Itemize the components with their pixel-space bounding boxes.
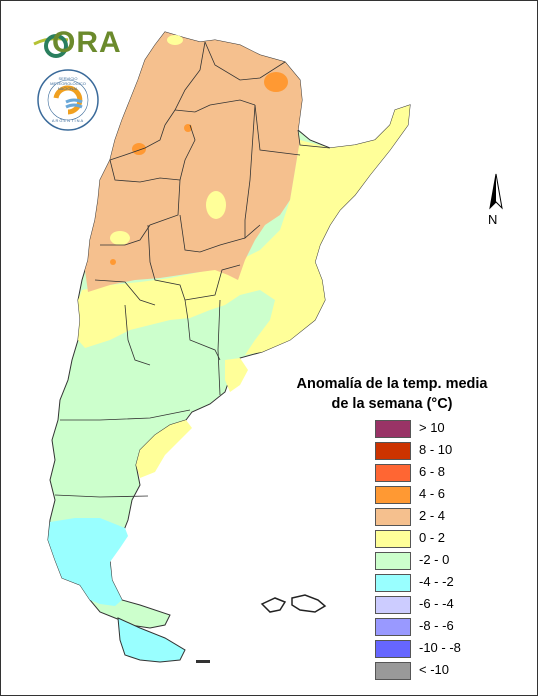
isla-de-los-estados bbox=[196, 660, 210, 663]
legend-item: 2 - 4 bbox=[375, 506, 495, 528]
legend-label: 6 - 8 bbox=[419, 464, 446, 479]
legend-label: 4 - 6 bbox=[419, 486, 446, 501]
legend-swatch bbox=[375, 464, 411, 482]
legend-label: 0 - 2 bbox=[419, 530, 446, 545]
legend-item: -2 - 0 bbox=[375, 550, 495, 572]
legend-title-line1: Anomalía de la temp. media bbox=[296, 376, 488, 392]
legend-swatch bbox=[375, 420, 411, 438]
legend-title: Anomalía de la temp. media de la semana … bbox=[292, 374, 492, 414]
legend-item: -4 - -2 bbox=[375, 572, 495, 594]
north-label: N bbox=[488, 212, 498, 227]
legend-swatch bbox=[375, 530, 411, 548]
yellow-pocket-2 bbox=[110, 231, 130, 245]
smn-logo bbox=[37, 69, 99, 131]
region-yellow-coast bbox=[225, 358, 248, 392]
legend-item: -8 - -6 bbox=[375, 616, 495, 638]
legend-item: -6 - -4 bbox=[375, 594, 495, 616]
malvinas-islands bbox=[260, 594, 327, 613]
legend-swatch bbox=[375, 662, 411, 680]
legend-label: 8 - 10 bbox=[419, 442, 453, 457]
legend-item: 0 - 2 bbox=[375, 528, 495, 550]
smn-caption: SERVICIO METEOROLÓGICO NACIONAL bbox=[50, 76, 86, 91]
legend-label: -6 - -4 bbox=[419, 596, 454, 611]
legend-swatch bbox=[375, 442, 411, 460]
hotspot-northeast bbox=[264, 72, 288, 92]
ora-logo-text: ORA bbox=[52, 26, 122, 59]
legend-label: 2 - 4 bbox=[419, 508, 446, 523]
north-arrow-icon bbox=[489, 173, 503, 210]
hotspot-tucuman bbox=[132, 143, 146, 155]
legend-item: -10 - -8 bbox=[375, 638, 495, 660]
region-yellow-south bbox=[136, 420, 192, 478]
legend-label: < -10 bbox=[419, 662, 449, 677]
legend-label: -4 - -2 bbox=[419, 574, 454, 589]
legend-label: -2 - 0 bbox=[419, 552, 450, 567]
legend-swatch bbox=[375, 552, 411, 570]
legend-label: -10 - -8 bbox=[419, 640, 461, 655]
legend-swatch bbox=[375, 596, 411, 614]
province-boundaries bbox=[54, 41, 331, 498]
smn-country: ARGENTINA bbox=[51, 118, 85, 123]
tierra-del-fuego bbox=[117, 617, 186, 663]
legend-item: < -10 bbox=[375, 660, 495, 682]
legend-swatch bbox=[375, 508, 411, 526]
legend-item: 6 - 8 bbox=[375, 462, 495, 484]
legend: > 10 8 - 10 6 - 8 4 - 6 2 - 4 0 - 2 -2 - 0 -4 -… bbox=[375, 418, 495, 682]
legend-label: -8 - -6 bbox=[419, 618, 454, 633]
legend-item: > 10 bbox=[375, 418, 495, 440]
yellow-pocket-3 bbox=[167, 35, 183, 45]
legend-item: 8 - 10 bbox=[375, 440, 495, 462]
ora-logo bbox=[33, 34, 69, 58]
yellow-pocket-1 bbox=[206, 191, 226, 219]
legend-swatch bbox=[375, 574, 411, 592]
region-cyan-south bbox=[48, 518, 128, 606]
legend-label: > 10 bbox=[419, 420, 445, 435]
legend-item: 4 - 6 bbox=[375, 484, 495, 506]
region-yellow bbox=[78, 105, 410, 355]
hotspot-mendoza bbox=[110, 259, 116, 265]
legend-swatch bbox=[375, 618, 411, 636]
legend-swatch bbox=[375, 640, 411, 658]
legend-title-line2: de la semana (°C) bbox=[331, 396, 453, 412]
region-orange bbox=[85, 32, 302, 292]
legend-swatch bbox=[375, 486, 411, 504]
